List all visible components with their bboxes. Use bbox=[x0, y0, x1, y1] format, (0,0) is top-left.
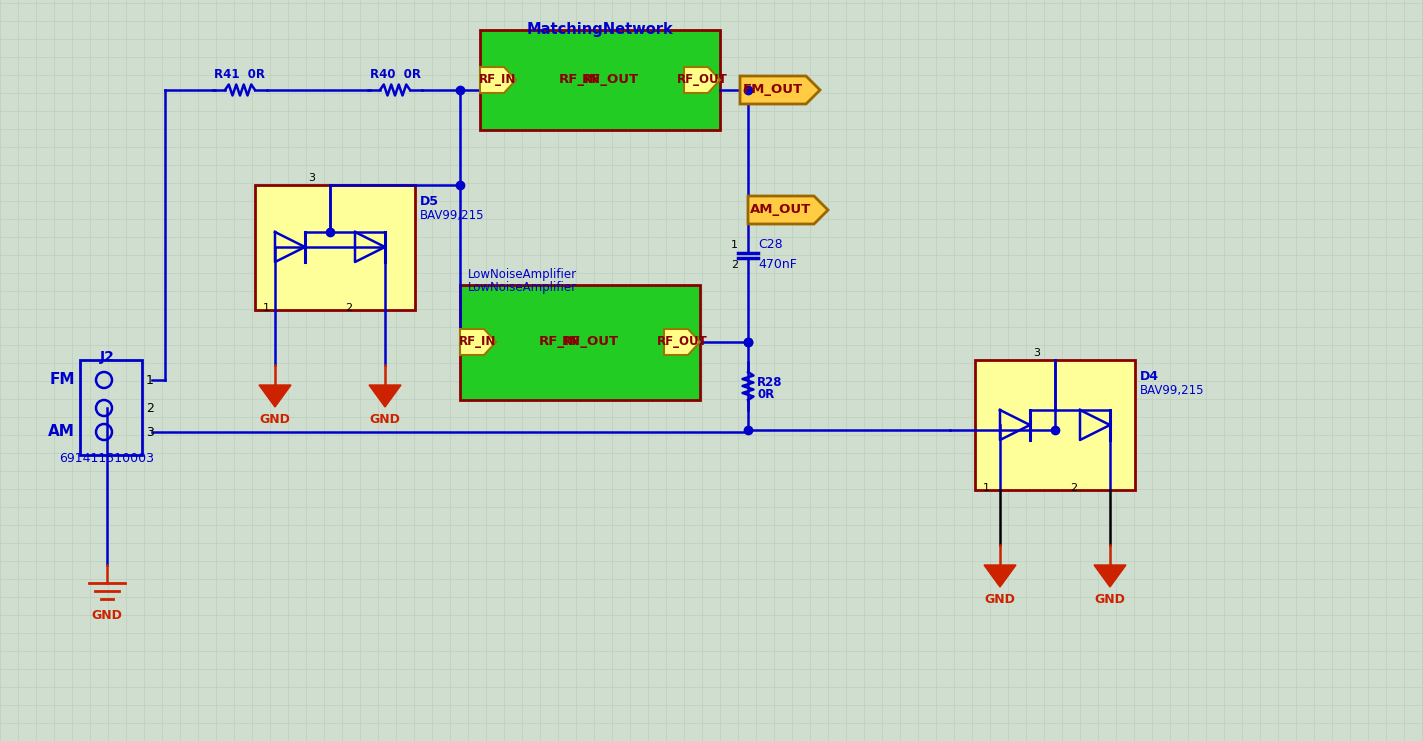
Text: RF_IN: RF_IN bbox=[480, 73, 517, 87]
Text: 1: 1 bbox=[983, 483, 990, 493]
Bar bbox=[480, 30, 720, 130]
Text: 691411510003: 691411510003 bbox=[60, 452, 155, 465]
Text: RF_IN: RF_IN bbox=[460, 336, 497, 348]
Text: GND: GND bbox=[91, 609, 122, 622]
Text: AM: AM bbox=[48, 425, 75, 439]
Text: MatchingNetwork: MatchingNetwork bbox=[527, 22, 673, 37]
Text: BAV99,215: BAV99,215 bbox=[1140, 384, 1204, 397]
Text: RF_OUT: RF_OUT bbox=[676, 73, 727, 87]
Polygon shape bbox=[748, 196, 828, 224]
Text: R41  0R: R41 0R bbox=[215, 68, 266, 82]
Polygon shape bbox=[259, 385, 290, 407]
Bar bbox=[975, 360, 1136, 490]
Text: GND: GND bbox=[985, 593, 1016, 606]
Bar bbox=[460, 285, 700, 400]
Text: R28: R28 bbox=[757, 376, 783, 390]
Text: 1: 1 bbox=[731, 240, 739, 250]
Text: C28: C28 bbox=[758, 239, 783, 251]
Text: GND: GND bbox=[259, 413, 290, 426]
Text: 2: 2 bbox=[731, 260, 739, 270]
Polygon shape bbox=[369, 385, 401, 407]
Bar bbox=[80, 360, 142, 455]
Polygon shape bbox=[983, 565, 1016, 587]
Text: D4: D4 bbox=[1140, 370, 1158, 383]
Polygon shape bbox=[1094, 565, 1126, 587]
Polygon shape bbox=[740, 76, 820, 104]
Text: AM_OUT: AM_OUT bbox=[750, 204, 811, 216]
Text: RF_OUT: RF_OUT bbox=[656, 336, 707, 348]
Polygon shape bbox=[480, 67, 517, 93]
Text: RF_OUT: RF_OUT bbox=[562, 336, 619, 348]
Text: GND: GND bbox=[1094, 593, 1126, 606]
Polygon shape bbox=[460, 329, 497, 355]
Text: 2: 2 bbox=[1070, 483, 1077, 493]
Text: BAV99,215: BAV99,215 bbox=[420, 209, 484, 222]
Text: FM: FM bbox=[50, 373, 75, 388]
Text: RF_IN: RF_IN bbox=[559, 73, 601, 87]
Text: 3: 3 bbox=[1033, 348, 1040, 358]
Text: RF_OUT: RF_OUT bbox=[582, 73, 639, 87]
Polygon shape bbox=[684, 67, 720, 93]
Text: 3: 3 bbox=[307, 173, 314, 183]
Text: FM_OUT: FM_OUT bbox=[743, 84, 803, 96]
Text: R40  0R: R40 0R bbox=[370, 68, 421, 82]
Polygon shape bbox=[665, 329, 700, 355]
Text: J2: J2 bbox=[100, 350, 114, 364]
Text: 3: 3 bbox=[147, 425, 154, 439]
Text: 0R: 0R bbox=[757, 388, 774, 402]
Text: D5: D5 bbox=[420, 195, 440, 208]
Text: 1: 1 bbox=[263, 303, 270, 313]
Text: RF_IN: RF_IN bbox=[539, 336, 581, 348]
Text: LowNoiseAmplifier: LowNoiseAmplifier bbox=[468, 268, 578, 281]
Text: 1: 1 bbox=[147, 373, 154, 387]
Text: 2: 2 bbox=[344, 303, 351, 313]
Text: 470nF: 470nF bbox=[758, 259, 797, 271]
Text: GND: GND bbox=[370, 413, 400, 426]
Text: 2: 2 bbox=[147, 402, 154, 414]
Bar bbox=[255, 185, 416, 310]
Text: LowNoiseAmplifier: LowNoiseAmplifier bbox=[468, 281, 578, 294]
